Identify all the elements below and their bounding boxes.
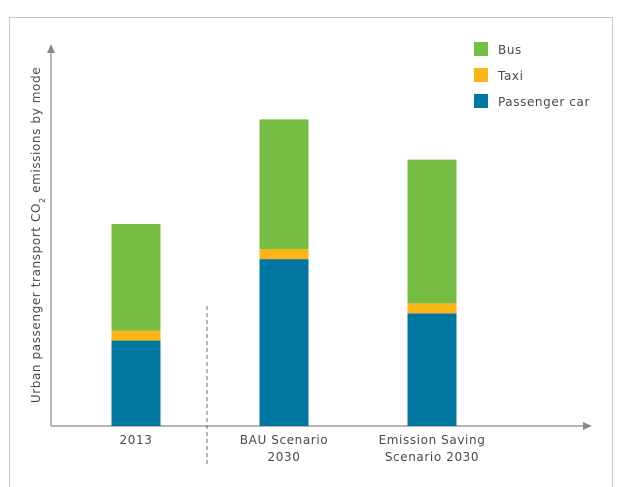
legend-swatch-passenger-car (474, 94, 488, 108)
legend-label-passenger-car: Passenger car (498, 95, 590, 109)
bar-bus-1 (259, 119, 309, 250)
x-tick-label-2-0: Emission Saving (379, 433, 486, 447)
bar-bus-0 (111, 223, 161, 331)
legend-swatch-taxi (474, 68, 488, 82)
x-tick-label-1-0: BAU Scenario (240, 433, 328, 447)
y-axis-title: Urban passenger transport CO2 emissions … (29, 67, 47, 403)
x-axis-arrow (583, 422, 592, 430)
bar-bus-2 (407, 159, 457, 304)
chart-frame (9, 17, 613, 487)
legend-swatch-bus (474, 42, 488, 56)
bar-taxi-1 (259, 249, 309, 260)
bar-taxi-0 (111, 330, 161, 341)
legend-label-taxi: Taxi (497, 69, 524, 83)
bar-passenger-car-2 (407, 313, 457, 426)
bar-passenger-car-1 (259, 259, 309, 426)
y-axis-arrow (47, 44, 55, 53)
x-tick-label-0-0: 2013 (120, 433, 153, 447)
bar-passenger-car-0 (111, 340, 161, 426)
x-tick-label-1-1: 2030 (268, 450, 301, 464)
bar-taxi-2 (407, 303, 457, 314)
x-tick-label-2-1: Scenario 2030 (385, 450, 479, 464)
legend-label-bus: Bus (498, 43, 522, 57)
